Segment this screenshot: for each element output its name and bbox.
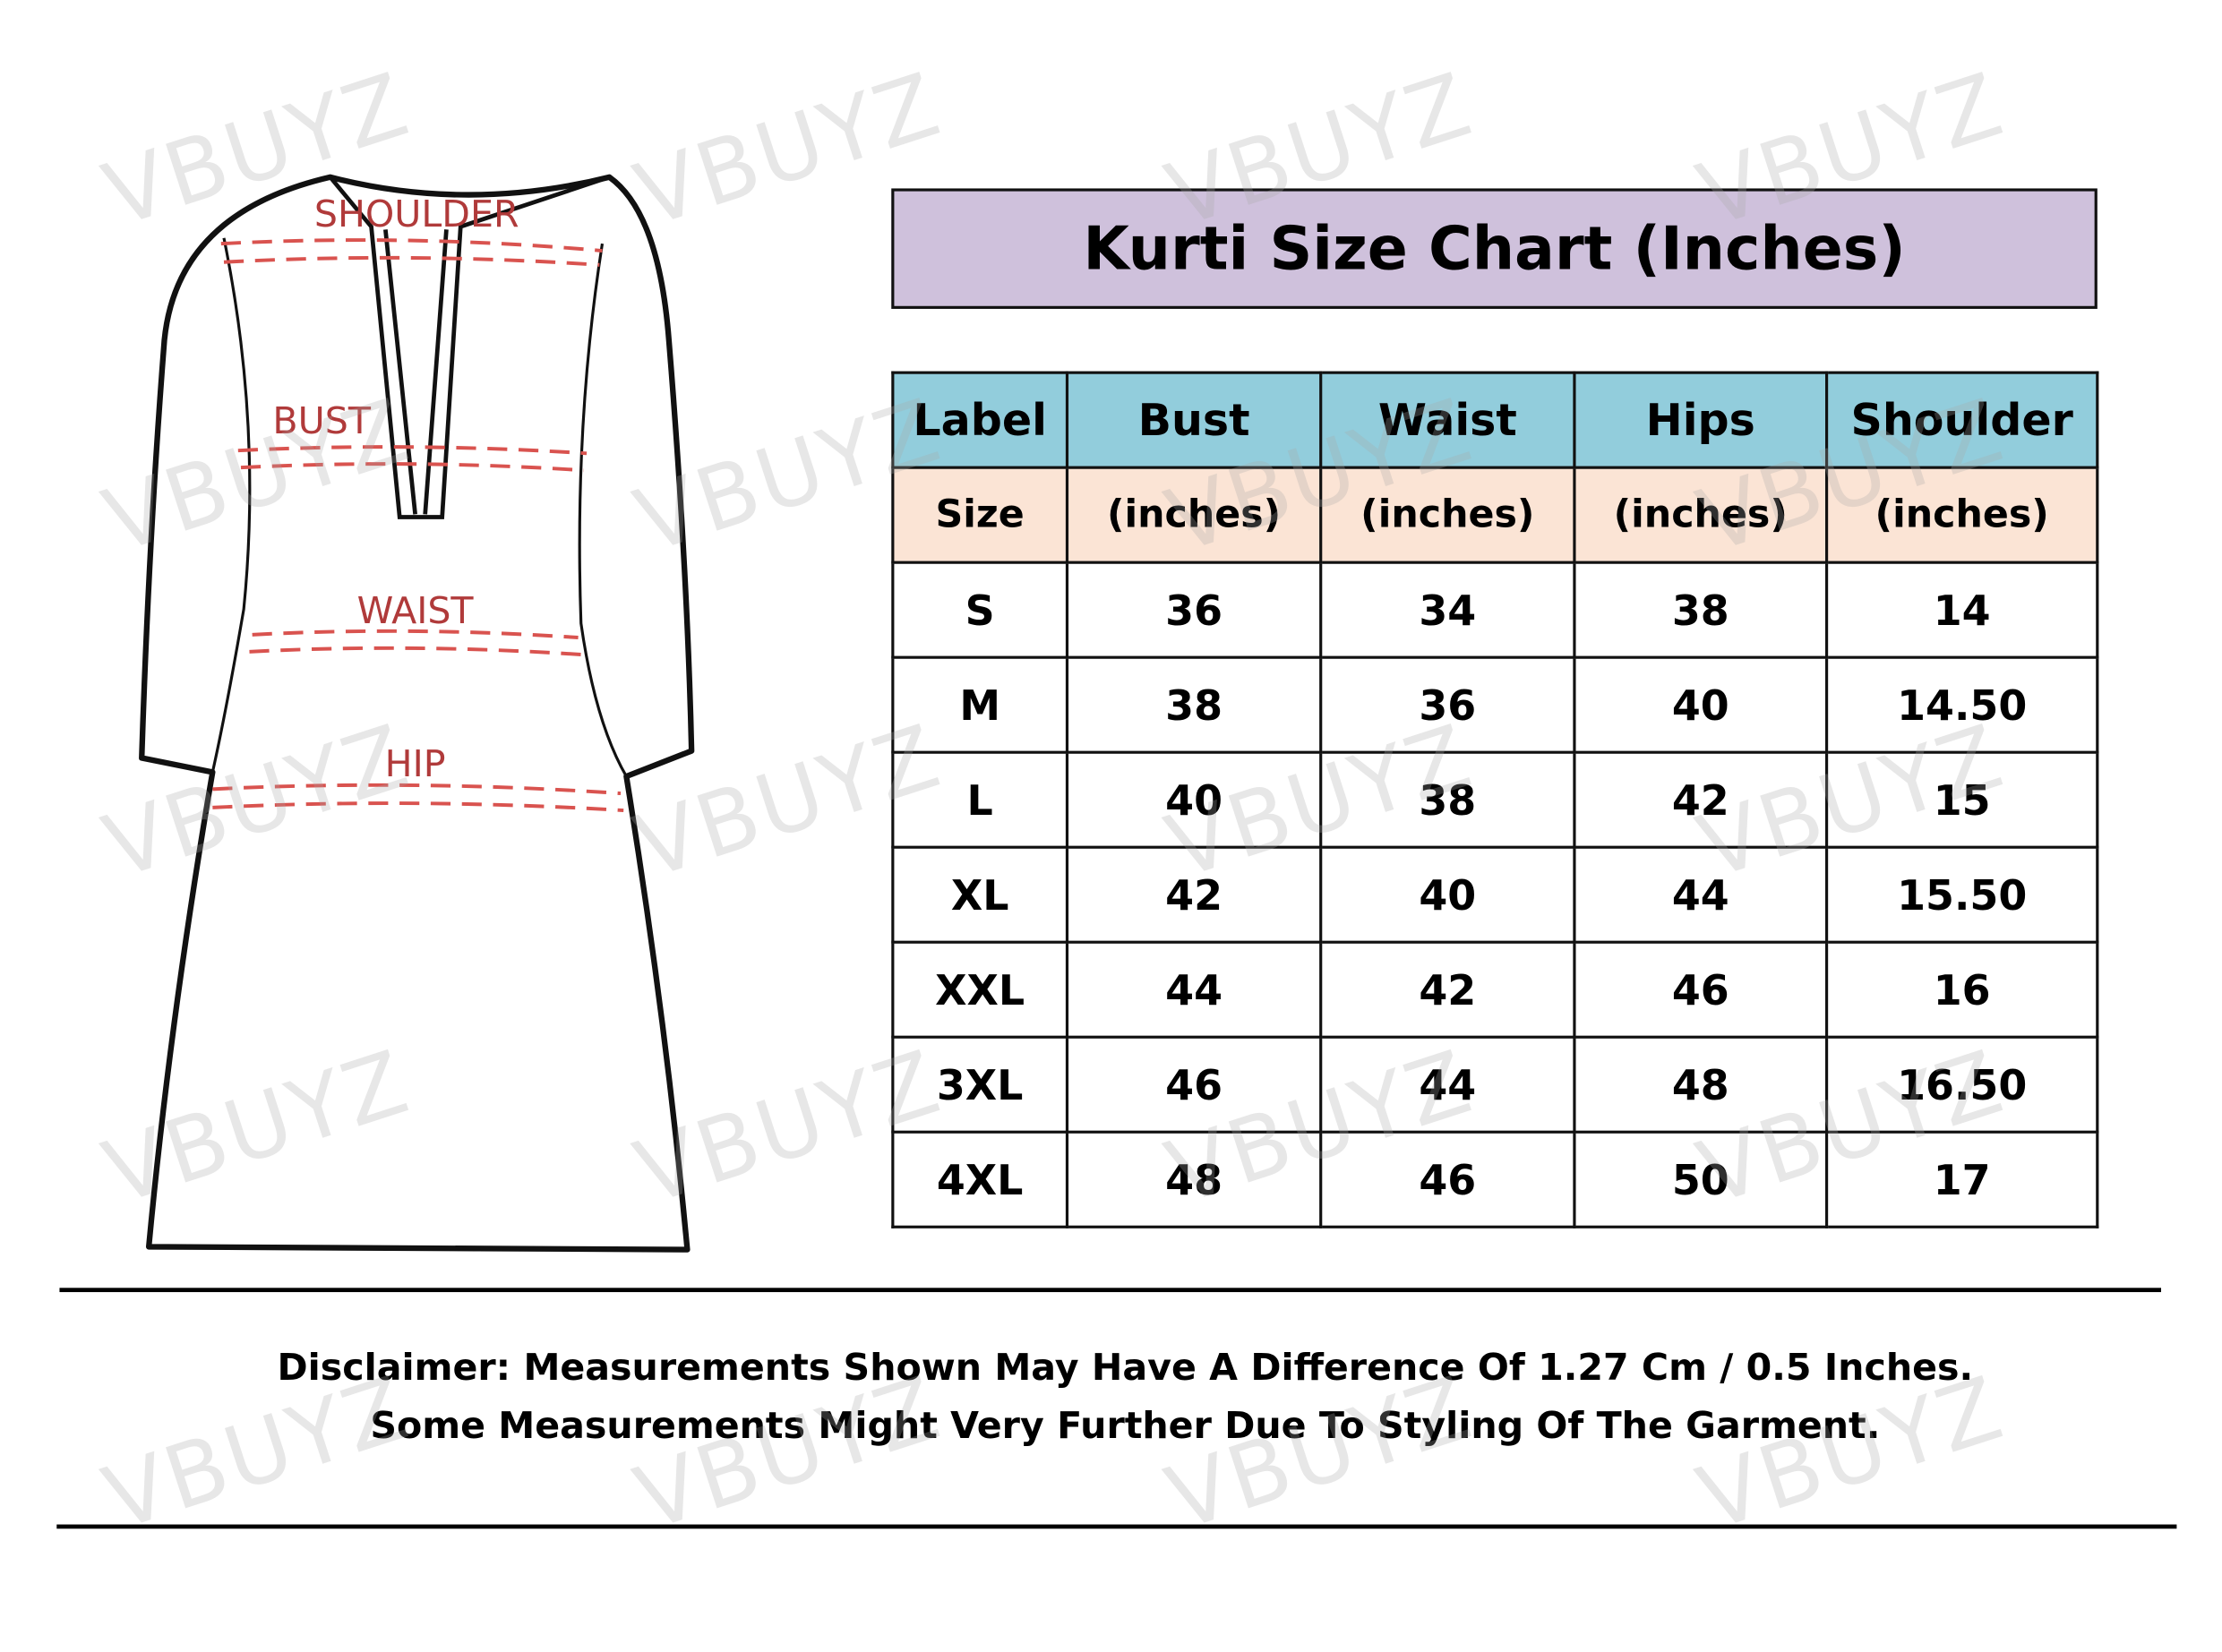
kurti-diagram: SHOULDER BUST WAIST HIP xyxy=(139,174,695,1253)
subheader-row: Size (inches) (inches) (inches) (inches) xyxy=(891,466,2099,564)
table-cell: 46 xyxy=(1573,940,1829,1039)
subheader-cell: (inches) xyxy=(1573,466,1829,564)
table-cell: 42 xyxy=(1573,750,1829,849)
armhole-lines xyxy=(210,237,628,777)
table-cell: 38 xyxy=(1065,655,1323,754)
table-cell: 42 xyxy=(1319,940,1576,1039)
hip-label: HIP xyxy=(385,742,446,785)
divider-bottom xyxy=(56,1524,2177,1529)
table-cell: 38 xyxy=(1319,750,1576,849)
divider-top xyxy=(59,1288,2162,1293)
bust-label: BUST xyxy=(272,399,371,442)
table-cell: 50 xyxy=(1573,1130,1829,1228)
table-cell: S xyxy=(891,561,1069,659)
table-cell: 17 xyxy=(1825,1130,2099,1228)
table-cell: 44 xyxy=(1319,1035,1576,1134)
table-row: XL 42 40 44 15.50 xyxy=(891,845,2099,944)
header-cell: Bust xyxy=(1065,371,1323,469)
table-cell: 14 xyxy=(1825,561,2099,659)
disclaimer-line-1: Disclaimer: Measurements Shown May Have … xyxy=(277,1347,1974,1391)
size-table: Label Bust Waist Hips Shoulder Size (inc… xyxy=(891,371,2099,1228)
table-cell: 40 xyxy=(1573,655,1829,754)
disclaimer-line-2: Some Measurements Might Very Further Due… xyxy=(370,1405,1881,1449)
table-row: XXL 44 42 46 16 xyxy=(891,940,2099,1039)
table-cell: 44 xyxy=(1573,845,1829,944)
table-row: 3XL 46 44 48 16.50 xyxy=(891,1035,2099,1134)
table-cell: 36 xyxy=(1319,655,1576,754)
table-row: 4XL 48 46 50 17 xyxy=(891,1130,2099,1228)
header-cell: Hips xyxy=(1573,371,1829,469)
table-cell: L xyxy=(891,750,1069,849)
table-row: S 36 34 38 14 xyxy=(891,561,2099,659)
measure-lines xyxy=(212,238,624,813)
table-cell: 36 xyxy=(1065,561,1323,659)
table-cell: 46 xyxy=(1319,1130,1576,1228)
table-cell: 42 xyxy=(1065,845,1323,944)
table-cell: 48 xyxy=(1065,1130,1323,1228)
subheader-cell: (inches) xyxy=(1825,466,2099,564)
table-cell: 16 xyxy=(1825,940,2099,1039)
subheader-cell: Size xyxy=(891,466,1069,564)
header-cell: Waist xyxy=(1319,371,1576,469)
table-cell: 34 xyxy=(1319,561,1576,659)
placket xyxy=(328,175,611,519)
kurti-outline xyxy=(139,174,695,1253)
header-cell: Label xyxy=(891,371,1069,469)
table-cell: 3XL xyxy=(891,1035,1069,1134)
table-cell: XL xyxy=(891,845,1069,944)
table-cell: 14.50 xyxy=(1825,655,2099,754)
subheader-cell: (inches) xyxy=(1319,466,1576,564)
subheader-cell: (inches) xyxy=(1065,466,1323,564)
table-cell: 44 xyxy=(1065,940,1323,1039)
table-cell: 40 xyxy=(1065,750,1323,849)
header-cell: Shoulder xyxy=(1825,371,2099,469)
table-cell: 4XL xyxy=(891,1130,1069,1228)
table-cell: 40 xyxy=(1319,845,1576,944)
table-cell: 16.50 xyxy=(1825,1035,2099,1134)
chart-title: Kurti Size Chart (Inches) xyxy=(891,188,2098,309)
table-cell: 15 xyxy=(1825,750,2099,849)
table-row: M 38 36 40 14.50 xyxy=(891,655,2099,754)
waist-label: WAIST xyxy=(357,589,475,632)
table-cell: XXL xyxy=(891,940,1069,1039)
header-row: Label Bust Waist Hips Shoulder xyxy=(891,371,2099,469)
table-cell: 46 xyxy=(1065,1035,1323,1134)
table-cell: M xyxy=(891,655,1069,754)
shoulder-label: SHOULDER xyxy=(314,193,519,235)
table-cell: 15.50 xyxy=(1825,845,2099,944)
table-row: L 40 38 42 15 xyxy=(891,750,2099,849)
table-cell: 38 xyxy=(1573,561,1829,659)
table-cell: 48 xyxy=(1573,1035,1829,1134)
